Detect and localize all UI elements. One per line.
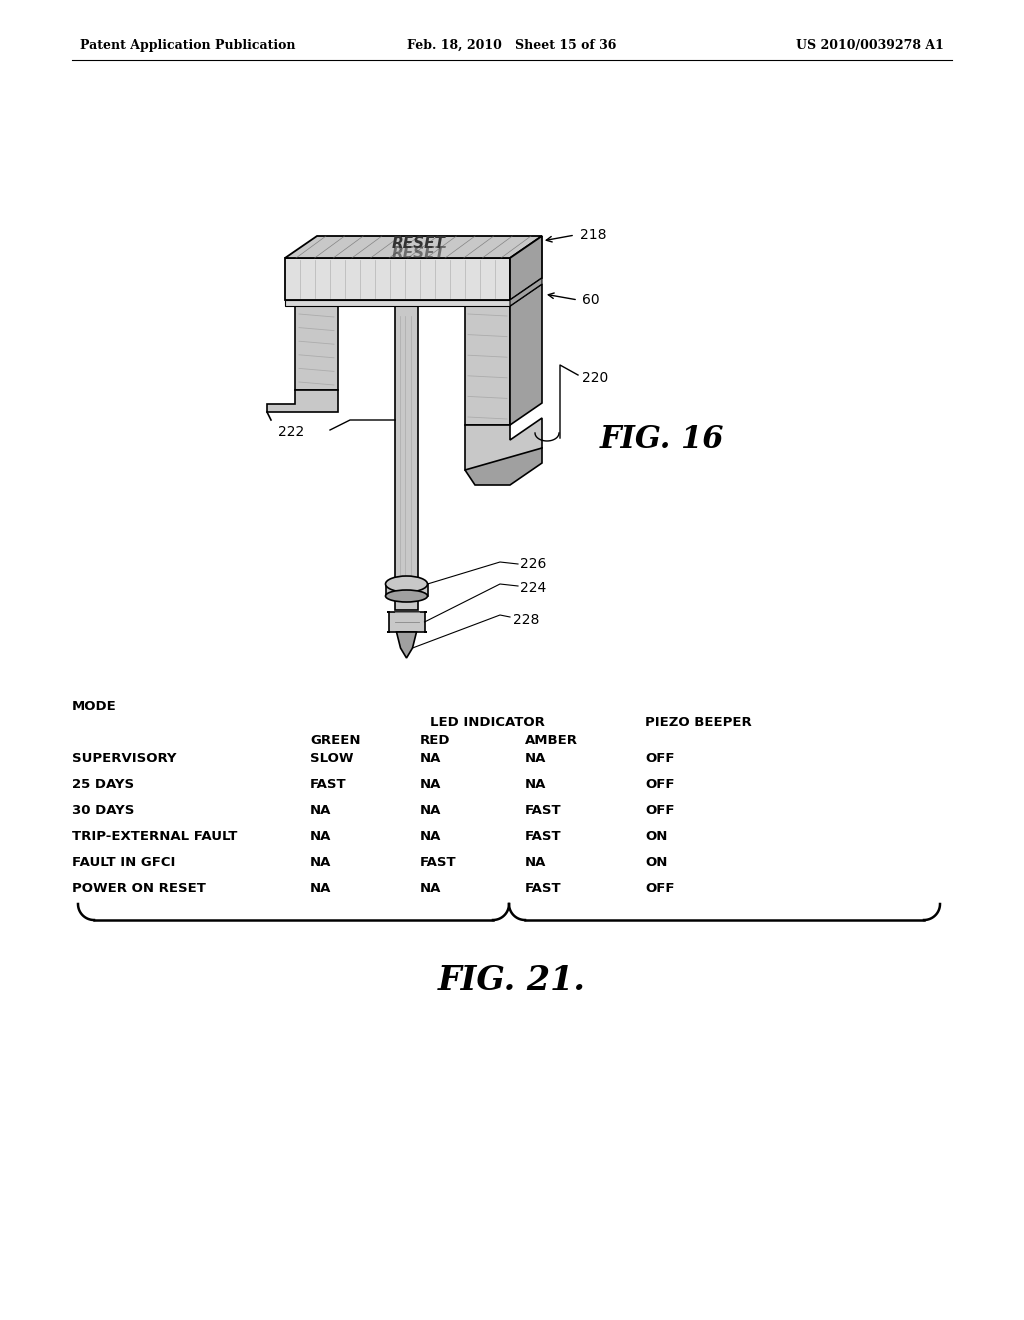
Text: 220: 220	[582, 371, 608, 385]
Polygon shape	[465, 447, 542, 484]
Text: NA: NA	[310, 882, 332, 895]
Text: NA: NA	[420, 830, 441, 843]
Text: Patent Application Publication: Patent Application Publication	[80, 38, 296, 51]
Text: 222: 222	[278, 425, 304, 440]
Text: TRIP-EXTERNAL FAULT: TRIP-EXTERNAL FAULT	[72, 830, 238, 843]
Text: 228: 228	[513, 612, 540, 627]
Text: NA: NA	[310, 804, 332, 817]
Text: NA: NA	[420, 804, 441, 817]
Polygon shape	[385, 583, 427, 597]
Text: 218: 218	[580, 228, 606, 242]
Text: AMBER: AMBER	[525, 734, 578, 747]
Text: 224: 224	[520, 581, 546, 595]
Text: OFF: OFF	[645, 882, 675, 895]
Text: NA: NA	[420, 777, 441, 791]
Text: FAULT IN GFCI: FAULT IN GFCI	[72, 855, 175, 869]
Text: RED: RED	[420, 734, 451, 747]
Text: POWER ON RESET: POWER ON RESET	[72, 882, 206, 895]
Text: 60: 60	[582, 293, 600, 308]
Text: Feb. 18, 2010   Sheet 15 of 36: Feb. 18, 2010 Sheet 15 of 36	[408, 38, 616, 51]
Polygon shape	[285, 300, 510, 306]
Text: FAST: FAST	[420, 855, 457, 869]
Text: LED INDICATOR: LED INDICATOR	[430, 715, 545, 729]
Text: ON: ON	[645, 830, 668, 843]
Text: PIEZO BEEPER: PIEZO BEEPER	[645, 715, 752, 729]
Text: NA: NA	[310, 855, 332, 869]
Polygon shape	[510, 236, 542, 300]
Text: RESET: RESET	[391, 247, 445, 261]
Text: ON: ON	[645, 855, 668, 869]
Ellipse shape	[385, 576, 427, 591]
Bar	[465, 306, 510, 425]
Text: OFF: OFF	[645, 804, 675, 817]
Polygon shape	[285, 236, 542, 257]
Text: NA: NA	[420, 882, 441, 895]
Text: FAST: FAST	[310, 777, 347, 791]
Text: NA: NA	[420, 752, 441, 766]
Text: FIG. 16: FIG. 16	[600, 425, 725, 455]
Text: 30 DAYS: 30 DAYS	[72, 804, 134, 817]
Text: OFF: OFF	[645, 752, 675, 766]
Text: US 2010/0039278 A1: US 2010/0039278 A1	[796, 38, 944, 51]
Polygon shape	[396, 632, 417, 657]
Text: MODE: MODE	[72, 700, 117, 713]
Text: FAST: FAST	[525, 882, 561, 895]
Text: 226: 226	[520, 557, 547, 572]
Text: SLOW: SLOW	[310, 752, 353, 766]
Text: FIG. 21.: FIG. 21.	[438, 964, 586, 997]
Text: NA: NA	[525, 855, 547, 869]
Text: NA: NA	[525, 777, 547, 791]
Polygon shape	[285, 257, 510, 300]
Bar	[395, 306, 418, 610]
Polygon shape	[386, 612, 427, 632]
Polygon shape	[465, 418, 542, 470]
Bar	[295, 306, 338, 389]
Text: FAST: FAST	[525, 804, 561, 817]
Text: 25 DAYS: 25 DAYS	[72, 777, 134, 791]
Text: SUPERVISORY: SUPERVISORY	[72, 752, 176, 766]
Text: FAST: FAST	[525, 830, 561, 843]
Text: GREEN: GREEN	[310, 734, 360, 747]
Text: RESET: RESET	[391, 236, 445, 252]
Polygon shape	[510, 279, 542, 306]
Polygon shape	[267, 389, 338, 412]
Text: NA: NA	[525, 752, 547, 766]
Polygon shape	[510, 284, 542, 425]
Text: OFF: OFF	[645, 777, 675, 791]
Text: NA: NA	[310, 830, 332, 843]
Ellipse shape	[385, 590, 427, 602]
